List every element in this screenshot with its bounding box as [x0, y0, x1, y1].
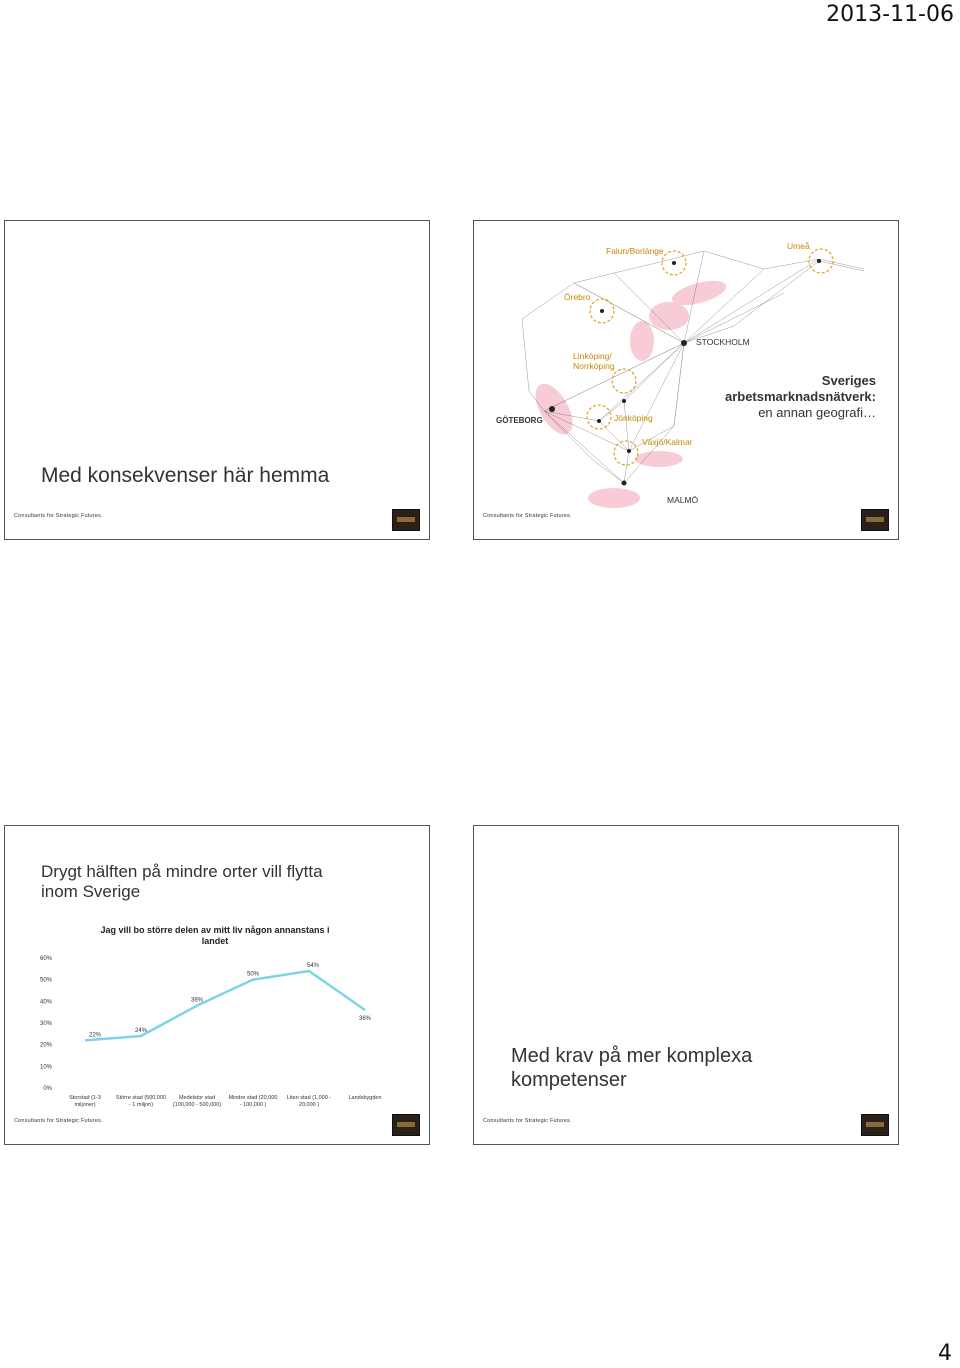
footer-company: Consultants for Strategic Futures.: [14, 1118, 103, 1124]
y-tick-label: 0%: [43, 1086, 52, 1092]
x-tick-label: Storstad (1-3: [69, 1095, 101, 1101]
slide-2-caption-line-1: Sveriges: [821, 373, 876, 388]
chart-title-line-1: Jag vill bo större delen av mitt liv någ…: [100, 925, 329, 935]
region-markers: [586, 248, 834, 466]
city-label-falun: Falun/Borlänge: [606, 246, 664, 256]
slide-1: Med konsekvenser här hemma Consultants f…: [4, 220, 430, 540]
city-label-linkoping-1: Linköping/: [573, 351, 612, 361]
x-tick-label: (100,000 - 500,000): [173, 1102, 221, 1108]
slide-4: Med krav på mer komplexa kompetenser Con…: [473, 825, 899, 1145]
city-label-goteborg: GÖTEBORG: [496, 416, 543, 425]
y-tick-label: 20%: [40, 1043, 53, 1049]
data-label: 54%: [307, 963, 320, 969]
y-tick-label: 10%: [40, 1064, 53, 1070]
slide-4-title: Med krav på mer komplexa kompetenser: [511, 1044, 752, 1092]
company-logo-icon: [861, 1114, 889, 1136]
x-tick-label: Medelstor stad: [179, 1095, 215, 1101]
network-nodes: [549, 259, 821, 486]
slide-3-title-line-1: Drygt hälften på mindre orter vill flytt…: [41, 862, 323, 881]
x-tick-label: Större stad (500,000: [116, 1095, 166, 1101]
slide-4-title-line-1: Med krav på mer komplexa: [511, 1045, 753, 1067]
x-tick-label: Liten stad (1,000 -: [287, 1095, 332, 1101]
data-label: 36%: [359, 1016, 372, 1022]
network-map: [521, 248, 865, 508]
x-tick-label: - 1 miljon): [129, 1102, 153, 1108]
footer-company: Consultants for Strategic Futures.: [14, 513, 103, 519]
x-tick-label: Mindre stad (20,000: [229, 1095, 278, 1101]
chart-series-line: [84, 969, 366, 1042]
company-logo-icon: [861, 509, 889, 531]
slide-3-title: Drygt hälften på mindre orter vill flytt…: [41, 862, 323, 903]
y-tick-label: 30%: [40, 1021, 53, 1027]
y-tick-label: 40%: [40, 999, 53, 1005]
company-logo-icon: [392, 1114, 420, 1136]
city-label-malmo: MALMÖ: [667, 495, 699, 505]
data-label: 50%: [247, 972, 260, 978]
highlight-regions: [535, 280, 727, 508]
city-label-linkoping-2: Norrköping: [573, 361, 615, 371]
y-tick-label: 60%: [40, 956, 53, 962]
slide-3-title-line-2: inom Sverige: [41, 882, 141, 902]
slide-4-title-line-2: kompetenser: [511, 1069, 627, 1091]
slide-1-title: Med konsekvenser här hemma: [41, 464, 330, 487]
footer-company: Consultants for Strategic Futures.: [483, 1118, 572, 1124]
x-tick-label: 20,000 ): [299, 1102, 319, 1108]
slide-2-caption: Sveriges arbetsmarknadsnätverk: en annan…: [725, 373, 876, 421]
x-tick-label: miljoner): [74, 1102, 95, 1108]
data-label: 22%: [89, 1032, 102, 1038]
footer-company: Consultants for Strategic Futures.: [483, 513, 572, 519]
x-tick-label: - 100,000 ): [240, 1102, 267, 1108]
city-label-umea: Umeå: [787, 241, 810, 251]
chart-title-line-2: landet: [202, 936, 229, 946]
header-date: 2013-11-06: [826, 2, 954, 27]
x-tick-label: Landsbygden: [348, 1095, 381, 1101]
slide-2-caption-line-3: en annan geografi…: [758, 405, 876, 420]
line-chart: Jag vill bo större delen av mitt liv någ…: [40, 925, 382, 1108]
data-label: 38%: [191, 998, 204, 1004]
y-tick-label: 50%: [40, 978, 53, 984]
city-label-vaxjo: Växjö/Kalmar: [642, 437, 693, 447]
city-label-jonkoping: Jönköping: [614, 413, 653, 423]
page-number: 4: [938, 1341, 952, 1366]
company-logo-icon: [392, 509, 420, 531]
city-label-stockholm: STOCKHOLM: [696, 337, 750, 347]
slide-3: Drygt hälften på mindre orter vill flytt…: [4, 825, 430, 1145]
city-label-orebro: Örebro: [564, 292, 591, 302]
data-label: 24%: [135, 1028, 148, 1034]
slide-2: Falun/Borlänge Umeå Örebro STOCKHOLM Lin…: [473, 220, 899, 540]
slide-2-caption-line-2: arbetsmarknadsnätverk:: [724, 389, 876, 404]
